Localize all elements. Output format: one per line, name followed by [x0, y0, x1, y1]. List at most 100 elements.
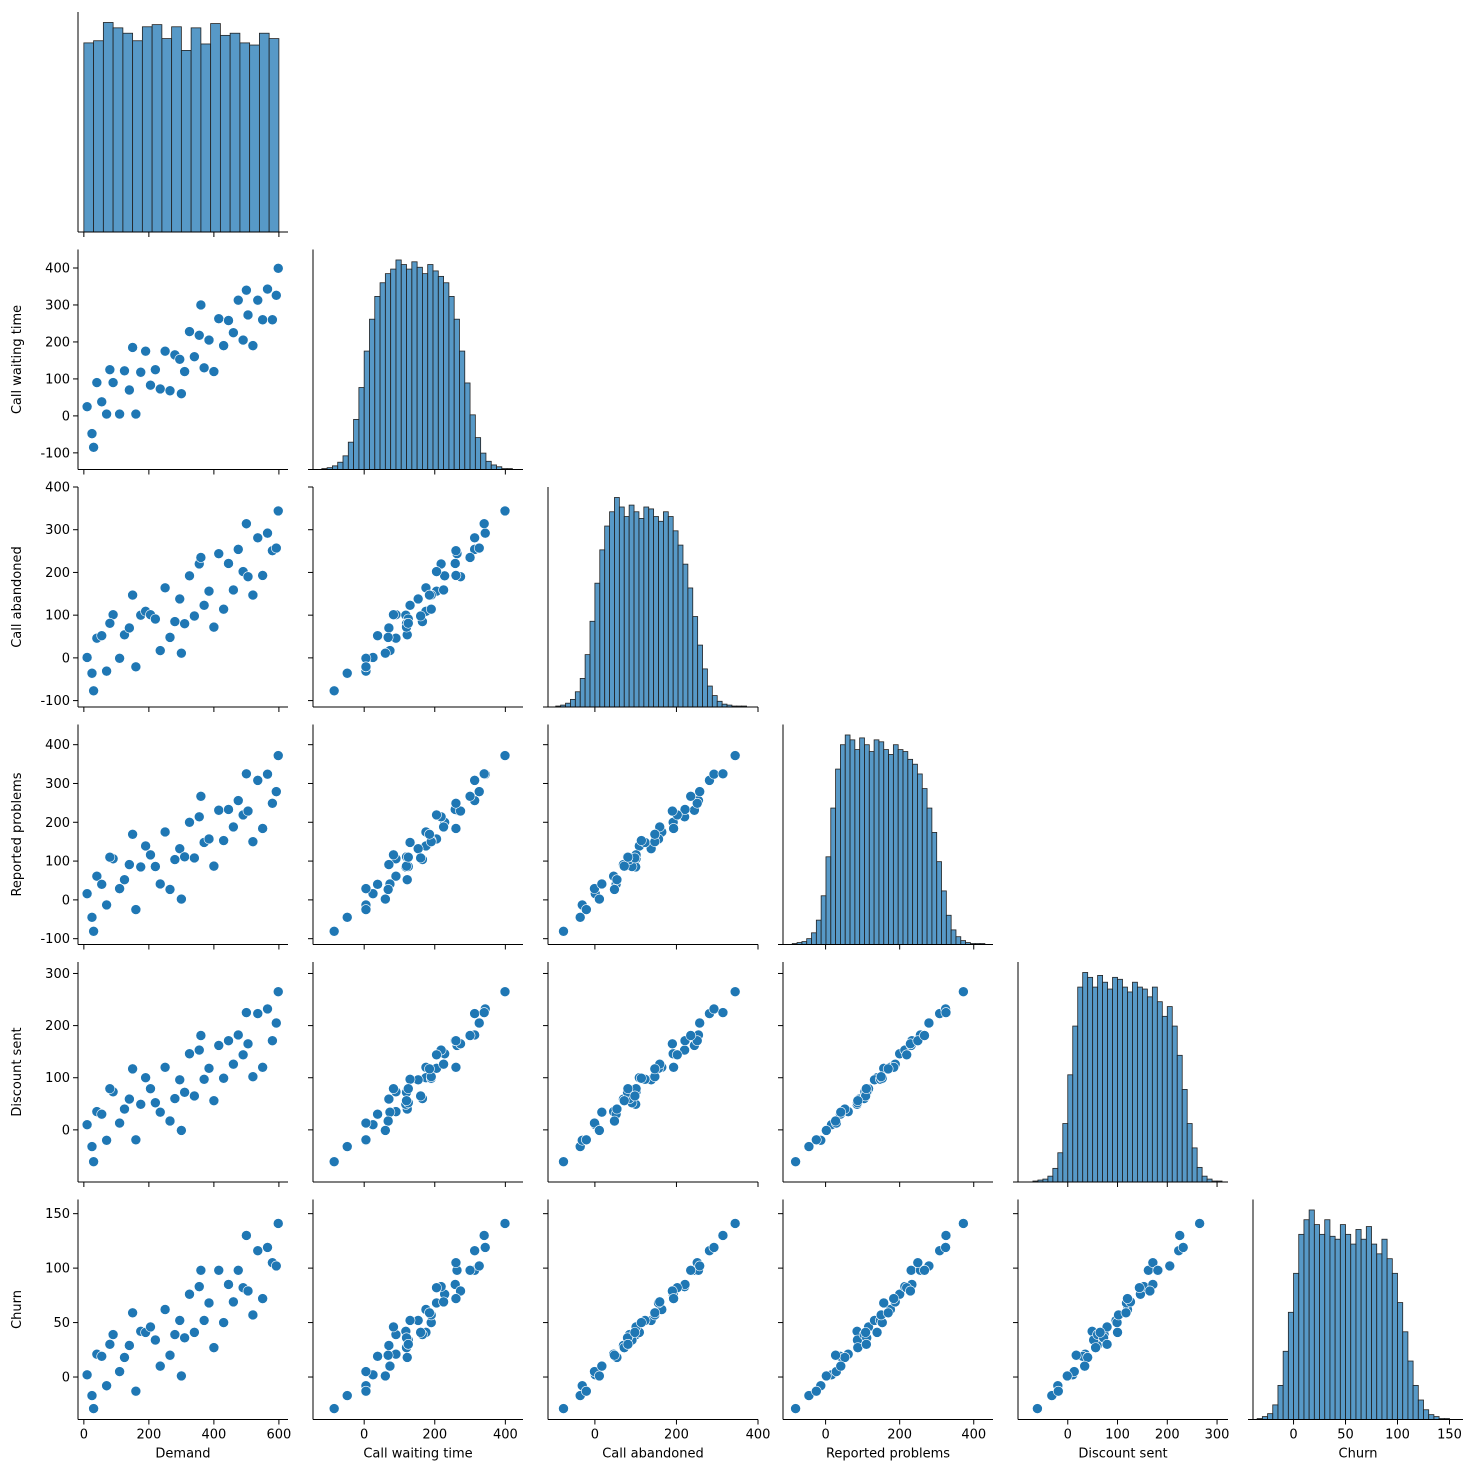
scatter-point [861, 1339, 872, 1350]
scatter-point [835, 1106, 847, 1118]
scatter-point [729, 986, 741, 998]
scatter-point [176, 388, 187, 400]
scatter-point [96, 630, 108, 641]
histogram-bar [1052, 1167, 1059, 1183]
scatter-point [372, 1108, 383, 1120]
histogram-bar [379, 282, 386, 470]
histogram-bar [868, 751, 875, 945]
scatter-point [252, 532, 264, 544]
panel: 0 200 400 600 0 50 100 150 [45, 1199, 291, 1443]
scatter-point [717, 768, 729, 780]
histogram-bar [1329, 1235, 1336, 1420]
histogram-bar [677, 544, 684, 708]
scatter-point [270, 1017, 282, 1029]
scatter-point [464, 790, 476, 802]
scatter-point [179, 851, 190, 863]
x-tick-label: 400 [493, 1428, 518, 1443]
scatter-point [594, 1370, 605, 1382]
scatter-point [404, 1315, 416, 1326]
scatter-point [189, 1327, 200, 1338]
scatter-point [101, 899, 112, 911]
scatter-point [464, 1030, 476, 1041]
histogram-bar [584, 654, 591, 708]
histogram-bar [897, 749, 904, 945]
scatter-point [195, 552, 207, 563]
x-tick-label: 200 [1155, 1428, 1180, 1443]
histogram-bar [1339, 1224, 1346, 1420]
scatter-point [667, 805, 678, 817]
scatter-point [257, 1293, 268, 1304]
scatter-point [81, 888, 93, 899]
scatter-point [401, 1095, 412, 1106]
scatter-point [450, 570, 462, 581]
histogram-bar [448, 296, 455, 470]
scatter-point [923, 1017, 935, 1029]
scatter-point [478, 1230, 490, 1241]
scatter-point [119, 874, 130, 886]
scatter-point [438, 1058, 449, 1070]
histogram-bar [1282, 1350, 1289, 1420]
scatter-point [189, 852, 200, 864]
scatter-point [1090, 1342, 1101, 1353]
x-tick-label: 200 [664, 1428, 689, 1443]
histogram-bar [1365, 1226, 1372, 1420]
scatter-point [164, 632, 176, 643]
scatter-point [130, 1385, 142, 1397]
scatter-point [940, 1242, 951, 1253]
histogram-bar [1428, 1414, 1435, 1420]
scatter-point [257, 314, 268, 326]
scatter-point [901, 1049, 913, 1061]
histogram-bar [347, 441, 354, 470]
x-tick-label: 600 [266, 1428, 291, 1443]
scatter-point [360, 1366, 372, 1377]
scatter-point [729, 750, 741, 761]
scatter-point [198, 1073, 210, 1085]
scatter-point [464, 552, 476, 563]
scatter-point [262, 768, 273, 780]
histogram-bar [840, 744, 846, 945]
scatter-point [803, 1141, 815, 1152]
scatter-point [241, 1007, 252, 1018]
scatter-point [242, 1038, 254, 1050]
histogram-bar [427, 264, 434, 470]
scatter-point [127, 1307, 138, 1319]
scatter-point [218, 603, 229, 615]
y-tick-label: 300 [45, 523, 70, 538]
scatter-point [232, 1264, 244, 1276]
scatter-point [609, 1349, 620, 1361]
scatter-point [558, 1403, 569, 1414]
scatter-point [150, 364, 161, 375]
y-tick-label: 100 [45, 372, 70, 387]
scatter-point [228, 327, 239, 338]
x-tick-label: 0 [821, 1428, 829, 1443]
scatter-point [574, 912, 586, 923]
histogram-bar [702, 668, 708, 708]
scatter-point [691, 797, 703, 809]
scatter-point [618, 1095, 630, 1106]
scatter-point [104, 851, 116, 863]
scatter-point [223, 558, 234, 569]
scatter-point [104, 364, 116, 375]
scatter-point [431, 1049, 442, 1061]
scatter-point [581, 1385, 592, 1397]
scatter-point [622, 851, 634, 863]
scatter-point [104, 617, 116, 629]
histogram-bar [1391, 1272, 1398, 1420]
histogram-bar [122, 32, 134, 233]
scatter-point [668, 823, 679, 834]
scatter-point [150, 861, 161, 872]
scatter-point [150, 1334, 161, 1346]
scatter-point [159, 826, 171, 838]
scatter-point [372, 879, 383, 890]
scatter-point [328, 685, 340, 697]
x-tick-label: 400 [746, 1428, 771, 1443]
histogram-bar [815, 919, 822, 945]
scatter-point [223, 1035, 234, 1047]
scatter-point [469, 532, 480, 544]
histogram-bar [1412, 1384, 1419, 1420]
x-tick-label: 150 [1437, 1428, 1462, 1443]
scatter-point [1194, 1218, 1205, 1229]
scatter-point [174, 1315, 186, 1326]
scatter-point [237, 334, 249, 346]
